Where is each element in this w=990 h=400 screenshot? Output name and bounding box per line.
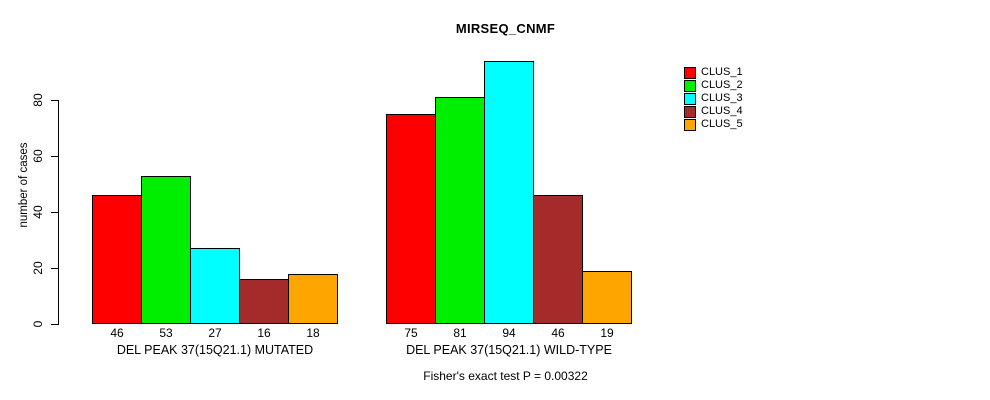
- legend-row-clus_4: CLUS_4: [684, 105, 743, 118]
- bar-clus_3-group1: [190, 248, 240, 324]
- bar-clus_1-group1: [92, 195, 142, 324]
- y-axis-tick: [51, 324, 58, 325]
- y-axis-tick: [51, 100, 58, 101]
- y-axis-tick: [51, 212, 58, 213]
- x-group-label: DEL PEAK 37(15Q21.1) WILD-TYPE: [406, 343, 612, 357]
- bar-clus_3-group2: [484, 61, 534, 324]
- legend-swatch-icon: [684, 92, 696, 105]
- fisher-test-annotation: Fisher's exact test P = 0.00322: [423, 369, 588, 383]
- bar-value-label: 94: [502, 326, 516, 340]
- legend-label: CLUS_4: [701, 105, 743, 117]
- bar-clus_1-group2: [386, 114, 436, 324]
- bar-clus_5-group2: [582, 271, 632, 324]
- legend: CLUS_1 CLUS_2 CLUS_3 CLUS_4 CLUS_5: [684, 66, 743, 131]
- legend-row-clus_3: CLUS_3: [684, 92, 743, 105]
- y-axis-line: [58, 100, 59, 325]
- y-axis-tick-label: 0: [31, 320, 45, 328]
- bar-clus_2-group2: [435, 97, 485, 324]
- legend-row-clus_1: CLUS_1: [684, 66, 743, 79]
- bar-value-label: 81: [453, 326, 467, 340]
- legend-row-clus_2: CLUS_2: [684, 79, 743, 92]
- bar-value-label: 46: [110, 326, 124, 340]
- bar-clus_4-group1: [239, 279, 289, 324]
- legend-label: CLUS_5: [701, 118, 743, 130]
- bar-value-label: 53: [159, 326, 173, 340]
- bar-value-label: 75: [404, 326, 418, 340]
- bar-value-label: 19: [600, 326, 614, 340]
- bar-value-label: 27: [208, 326, 222, 340]
- bar-value-label: 18: [306, 326, 320, 340]
- bar-value-label: 46: [551, 326, 565, 340]
- y-axis-tick-label: 80: [31, 93, 45, 107]
- y-axis-tick-label: 20: [31, 261, 45, 275]
- bar-clus_5-group1: [288, 274, 338, 324]
- legend-swatch-icon: [684, 66, 696, 79]
- y-axis-tick-label: 60: [31, 149, 45, 163]
- y-axis-tick: [51, 268, 58, 269]
- y-axis-tick-label: 40: [31, 205, 45, 219]
- bar-value-label: 16: [257, 326, 271, 340]
- legend-label: CLUS_2: [701, 79, 743, 91]
- legend-swatch-icon: [684, 79, 696, 92]
- chart-title: MIRSEQ_CNMF: [455, 21, 556, 36]
- bar-clus_4-group2: [533, 195, 583, 324]
- legend-label: CLUS_1: [701, 66, 743, 78]
- legend-label: CLUS_3: [701, 92, 743, 104]
- y-axis-tick: [51, 156, 58, 157]
- legend-swatch-icon: [684, 105, 696, 118]
- legend-swatch-icon: [684, 118, 696, 131]
- x-group-label: DEL PEAK 37(15Q21.1) MUTATED: [116, 343, 314, 357]
- bar-clus_2-group1: [141, 176, 191, 324]
- legend-row-clus_5: CLUS_5: [684, 118, 743, 131]
